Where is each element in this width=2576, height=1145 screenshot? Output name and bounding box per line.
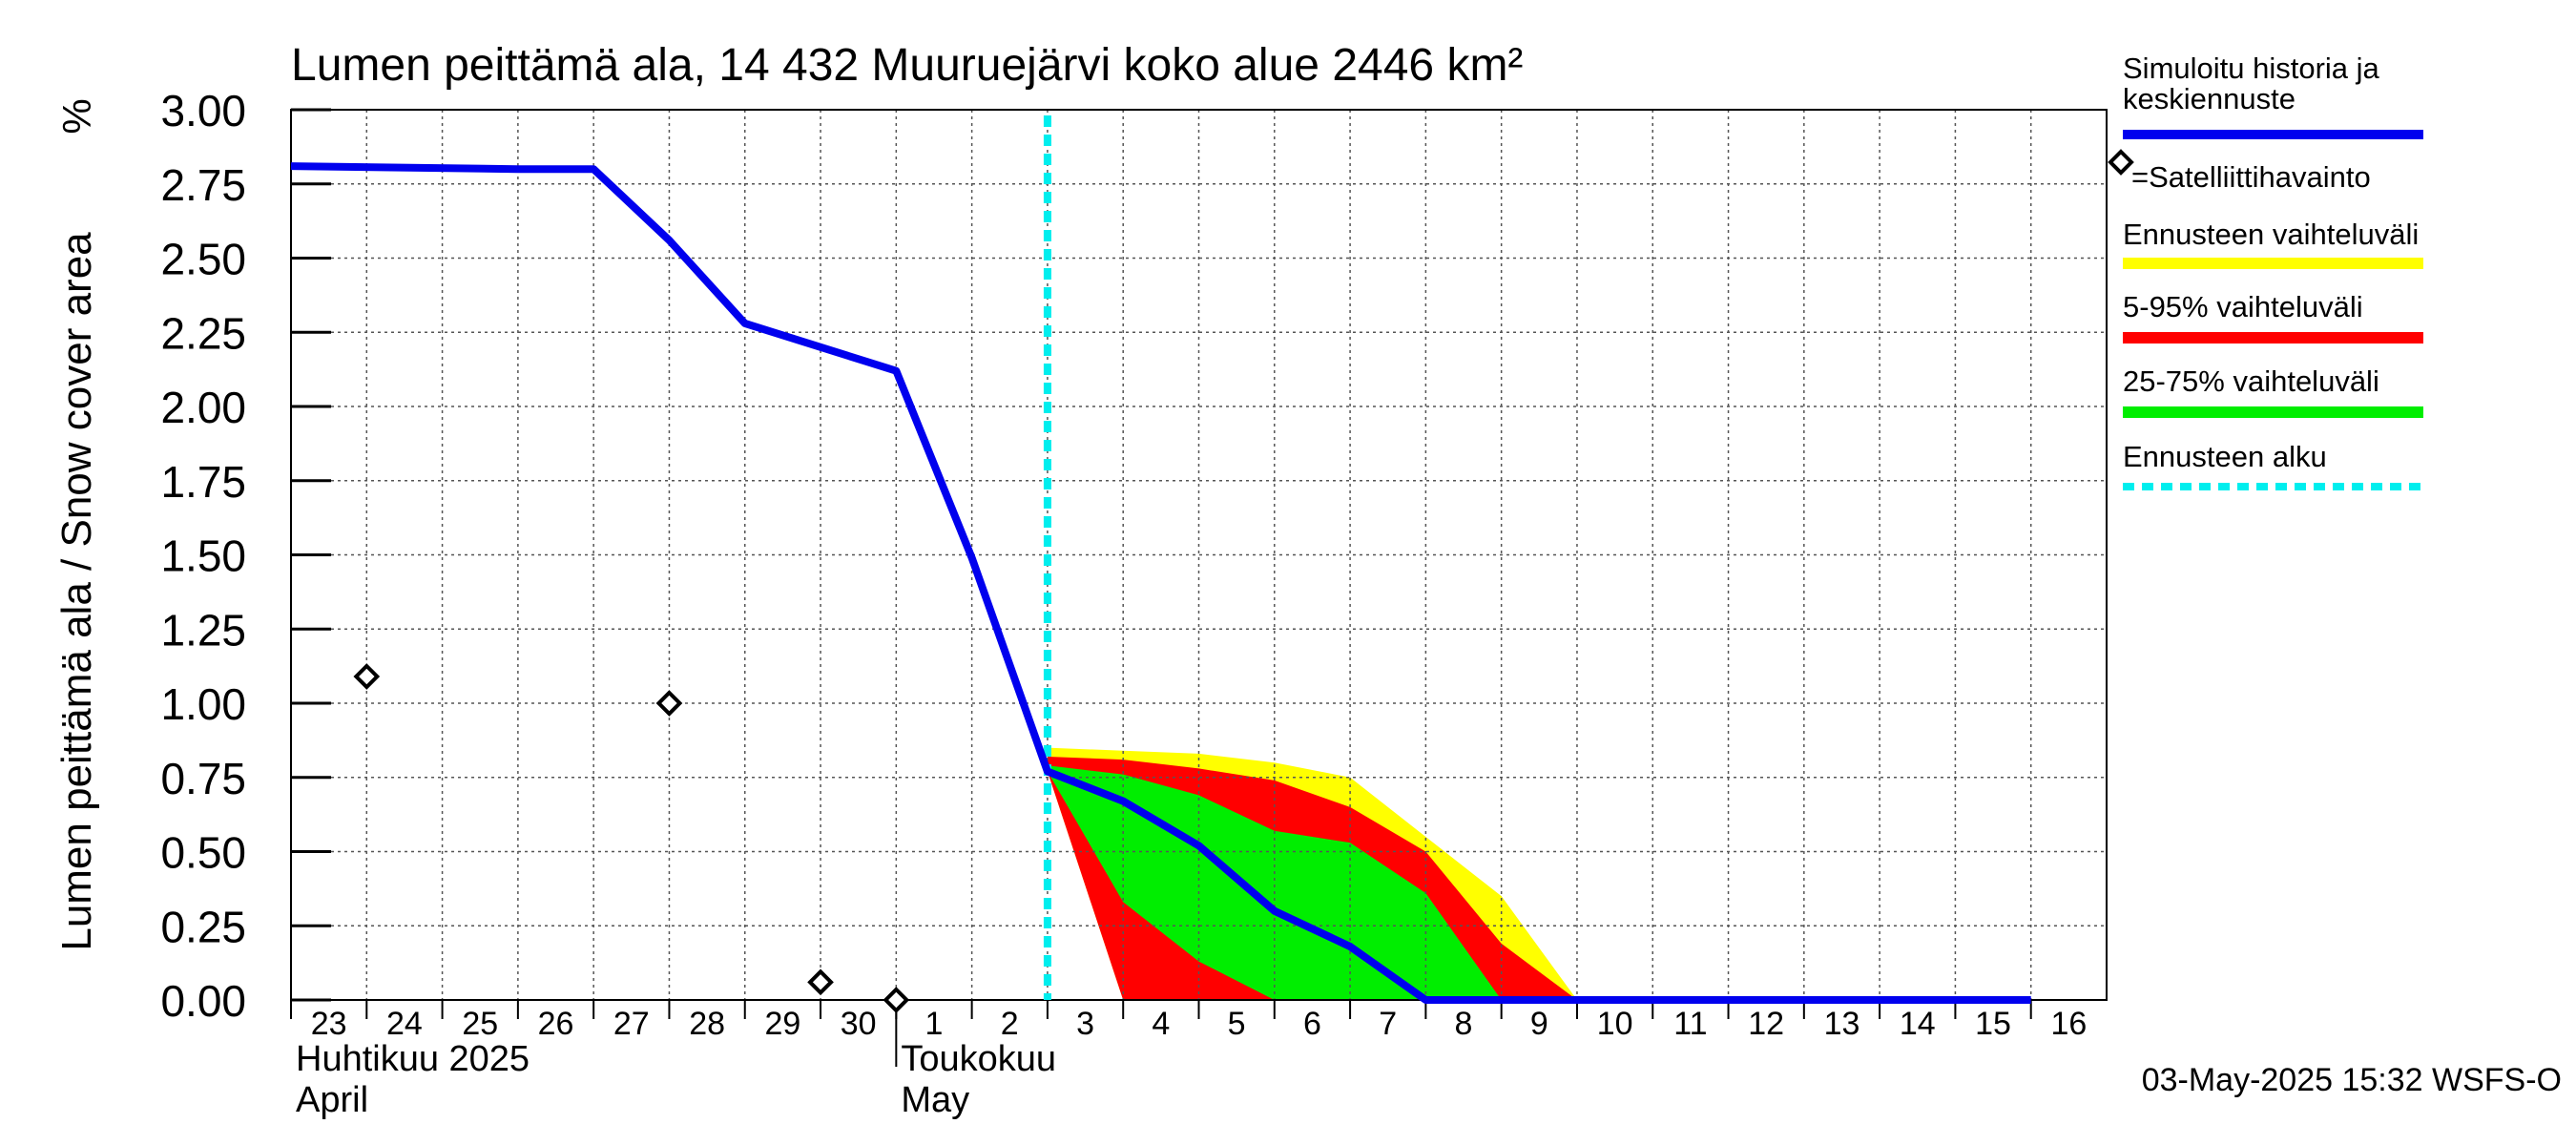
y-axis-label: Lumen peittämä ala / Snow cover area — [53, 232, 100, 951]
x-tick-label-1: 24 — [386, 1006, 423, 1042]
observation-markers — [353, 663, 910, 1013]
x-tick-label-13: 6 — [1303, 1006, 1321, 1042]
y-tick-label-3: 0.75 — [160, 754, 246, 803]
month-label-fi-1: Toukokuu — [901, 1039, 1056, 1079]
x-tick-label-3: 26 — [538, 1006, 574, 1042]
observation-point-2 — [807, 968, 834, 996]
x-tick-label-23: 16 — [2050, 1006, 2087, 1042]
y-tick-label-10: 2.50 — [160, 235, 246, 284]
legend-label-band-2: 25-75% vaihteluväli — [2123, 364, 2379, 398]
y-tick-label-6: 1.50 — [160, 531, 246, 581]
x-tick-label-11: 4 — [1152, 1006, 1170, 1042]
x-tick-label-15: 8 — [1455, 1006, 1473, 1042]
legend-label-forecast-start: Ennusteen alku — [2123, 440, 2327, 473]
y-tick-label-5: 1.25 — [160, 605, 246, 655]
series-lines — [290, 162, 2031, 1004]
observation-point-3 — [883, 987, 910, 1013]
x-tick-label-20: 13 — [1824, 1006, 1860, 1042]
chart-title: Lumen peittämä ala, 14 432 Muuruejärvi k… — [291, 40, 1523, 91]
y-tick-label-7: 1.75 — [160, 457, 246, 507]
y-tick-label-8: 2.00 — [160, 383, 246, 432]
legend-label-series-line-1: keskiennuste — [2123, 82, 2296, 115]
y-tick-label-0: 0.00 — [160, 976, 246, 1026]
y-tick-label-4: 1.00 — [160, 679, 246, 729]
x-tick-label-2: 25 — [462, 1006, 498, 1042]
month-label-fi-0: Huhtikuu 2025 — [296, 1039, 530, 1079]
x-tick-label-19: 12 — [1748, 1006, 1784, 1042]
y-tick-label-1: 0.25 — [160, 902, 246, 951]
x-tick-label-21: 14 — [1900, 1006, 1936, 1042]
x-tick-label-12: 5 — [1228, 1006, 1246, 1042]
x-tick-label-17: 10 — [1597, 1006, 1633, 1042]
axes-labels: 0.00 0.25 0.50 0.75 1.00 1.25 1.50 1.75 2.00 2.25… — [160, 86, 2087, 1120]
x-tick-label-7: 30 — [841, 1006, 877, 1042]
plot-frame — [290, 108, 2108, 1067]
x-tick-label-18: 11 — [1673, 1006, 1707, 1042]
y-tick-label-9: 2.25 — [160, 308, 246, 358]
observation-point-0 — [353, 663, 381, 690]
x-tick-label-6: 29 — [764, 1006, 800, 1042]
x-tick-label-10: 3 — [1076, 1006, 1094, 1042]
x-tick-label-8: 1 — [925, 1006, 944, 1042]
x-tick-label-14: 7 — [1379, 1006, 1397, 1042]
legend-label-series-line-0: Simuloitu historia ja — [2123, 52, 2380, 85]
timestamp-label: 03-May-2025 15:32 WSFS-O — [2142, 1062, 2562, 1098]
series-line-0 — [290, 162, 2031, 1004]
x-tick-label-5: 28 — [689, 1006, 725, 1042]
y-tick-label-12: 3.00 — [160, 86, 246, 135]
x-tick-label-4: 27 — [613, 1006, 650, 1042]
month-label-en-0: April — [296, 1080, 368, 1120]
legend-label-band-1: 5-95% vaihteluväli — [2123, 290, 2363, 323]
x-tick-label-22: 15 — [1975, 1006, 2011, 1042]
legend-label-observation: =Satelliittihavainto — [2131, 160, 2371, 194]
month-label-en-1: May — [901, 1080, 969, 1120]
y-tick-label-2: 0.50 — [160, 828, 246, 878]
x-tick-label-9: 2 — [1001, 1006, 1019, 1042]
legend-label-band-0: Ennusteen vaihteluväli — [2123, 218, 2419, 251]
y-tick-label-11: 2.75 — [160, 160, 246, 210]
legend-swatch-observation — [2108, 149, 2134, 176]
observation-point-1 — [655, 690, 683, 717]
y-axis-unit: % — [54, 98, 99, 134]
x-tick-label-16: 9 — [1530, 1006, 1548, 1042]
x-tick-label-0: 23 — [311, 1006, 347, 1042]
